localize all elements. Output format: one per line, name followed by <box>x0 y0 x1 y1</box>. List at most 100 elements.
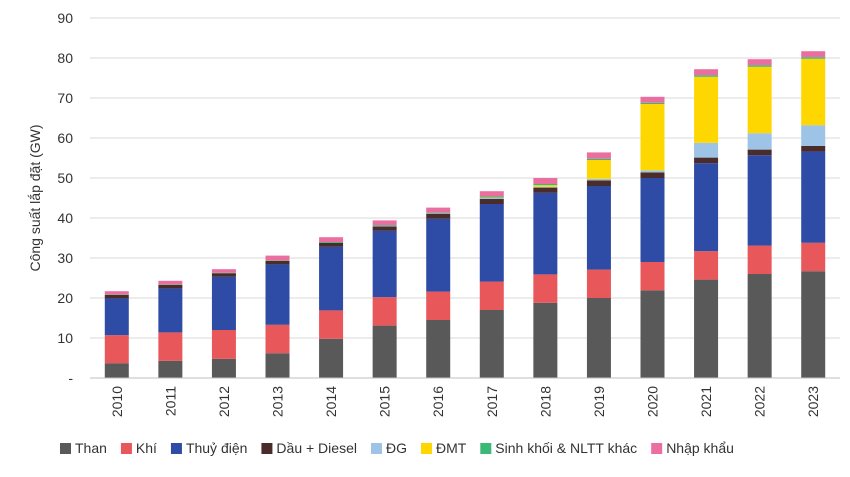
bar-segment <box>640 172 665 178</box>
bar-segment <box>747 65 772 67</box>
bar-segment <box>426 207 451 213</box>
bar-segment <box>747 59 772 66</box>
bar-segment <box>319 310 344 339</box>
x-tick-label: 2011 <box>162 386 178 416</box>
legend-swatch <box>170 443 182 454</box>
bar-segment <box>372 220 397 226</box>
legend-label: ĐG <box>386 440 407 456</box>
legend-swatch <box>370 443 382 454</box>
legend-swatch <box>651 443 663 454</box>
bar-segment <box>479 310 504 378</box>
bar-segment <box>211 276 236 330</box>
y-tick-label: - <box>68 370 73 386</box>
bar-segment <box>533 192 558 275</box>
bar-segment <box>265 260 290 265</box>
bar-segment <box>319 242 344 243</box>
bar-segment <box>586 160 611 179</box>
bar-segment <box>694 142 719 158</box>
legend: Than Khí Thuỷ điện Dầu + Diesel ĐG ĐMT Sinh kh… <box>60 440 734 456</box>
bar-segment <box>426 212 451 214</box>
bar-segment <box>747 245 772 274</box>
bar-segment <box>158 280 183 285</box>
bar-segment <box>104 363 129 378</box>
bar-segment <box>479 204 504 282</box>
y-axis-label: Công suất lắp đặt (GW) <box>27 124 43 271</box>
bar-segment <box>801 57 826 59</box>
bar-segment <box>694 76 719 143</box>
bar-segment <box>586 152 611 159</box>
y-axis-ticks: - 10 20 30 40 50 60 70 80 90 <box>57 10 73 386</box>
bar-segment <box>533 178 558 184</box>
bar-segment <box>640 262 665 291</box>
bar-segment <box>586 180 611 186</box>
x-tick-label: 2023 <box>805 386 821 417</box>
bar-segment <box>801 146 826 152</box>
bar-segment <box>265 353 290 378</box>
bar-segment <box>586 186 611 270</box>
x-tick-label: 2013 <box>270 386 286 417</box>
bar-segment <box>104 298 129 336</box>
bar-segment <box>533 184 558 186</box>
bar-segment <box>694 251 719 280</box>
legend-swatch <box>120 443 132 454</box>
bar-segment <box>372 226 397 231</box>
bar-segment <box>747 133 772 150</box>
bar-segment <box>533 274 558 303</box>
x-tick-label: 2019 <box>591 386 607 417</box>
x-tick-label: 2012 <box>216 386 232 417</box>
legend-swatch <box>480 443 492 454</box>
legend-label: Than <box>75 440 107 456</box>
bar-segment <box>319 242 344 247</box>
bar-segment <box>801 242 826 272</box>
y-tick-label: 60 <box>57 130 73 146</box>
bar-segment <box>479 198 504 199</box>
x-tick-label: 2015 <box>377 386 393 417</box>
bar-segment <box>640 102 665 104</box>
bar-segment <box>158 360 183 378</box>
bar-segment <box>426 291 451 320</box>
bar-segment <box>801 151 826 243</box>
bar-segment <box>694 163 719 252</box>
bar-segment <box>694 279 719 378</box>
bar-segment <box>533 187 558 193</box>
bar-segment <box>801 125 826 146</box>
bar-segment <box>211 358 236 378</box>
bar-segment <box>104 291 129 295</box>
bar-segment <box>372 230 397 298</box>
y-tick-label: 30 <box>57 250 73 266</box>
bar-segment <box>265 264 290 325</box>
bar-segment <box>747 66 772 134</box>
x-tick-label: 2018 <box>537 386 553 417</box>
bar-segment <box>319 237 344 242</box>
bar-segment <box>747 149 772 156</box>
bar-segment <box>479 198 504 204</box>
bar-segment <box>801 51 826 58</box>
bar-segment <box>479 281 504 310</box>
y-tick-label: 80 <box>57 50 73 66</box>
x-tick-label: 2020 <box>645 386 661 417</box>
legend-label: Nhập khẩu <box>666 440 734 456</box>
bar-segment <box>104 335 129 364</box>
bar-segment <box>211 330 236 359</box>
bar-segment <box>640 290 665 378</box>
x-axis-ticks: 2010 2011 2012 2013 2014 2015 2016 2017 2018 2019… <box>109 386 821 417</box>
bar-segment <box>640 104 665 171</box>
legend-swatch <box>60 443 71 454</box>
x-tick-label: 2021 <box>698 386 714 417</box>
bar-segment <box>586 269 611 298</box>
bar-segment <box>372 297 397 326</box>
bar-segment <box>586 158 611 160</box>
bar-segment <box>533 302 558 378</box>
bar-segment <box>319 246 344 311</box>
bar-segment <box>747 155 772 246</box>
grid-lines <box>90 17 840 339</box>
bar-segment <box>372 325 397 378</box>
x-tick-label: 2017 <box>484 386 500 417</box>
bar-segment <box>426 218 451 292</box>
x-tick-label: 2014 <box>323 386 339 417</box>
y-tick-label: 50 <box>57 170 73 186</box>
legend-label: Dầu + Diesel <box>276 440 357 456</box>
legend-swatch <box>420 443 432 454</box>
y-tick-label: 20 <box>57 290 73 306</box>
